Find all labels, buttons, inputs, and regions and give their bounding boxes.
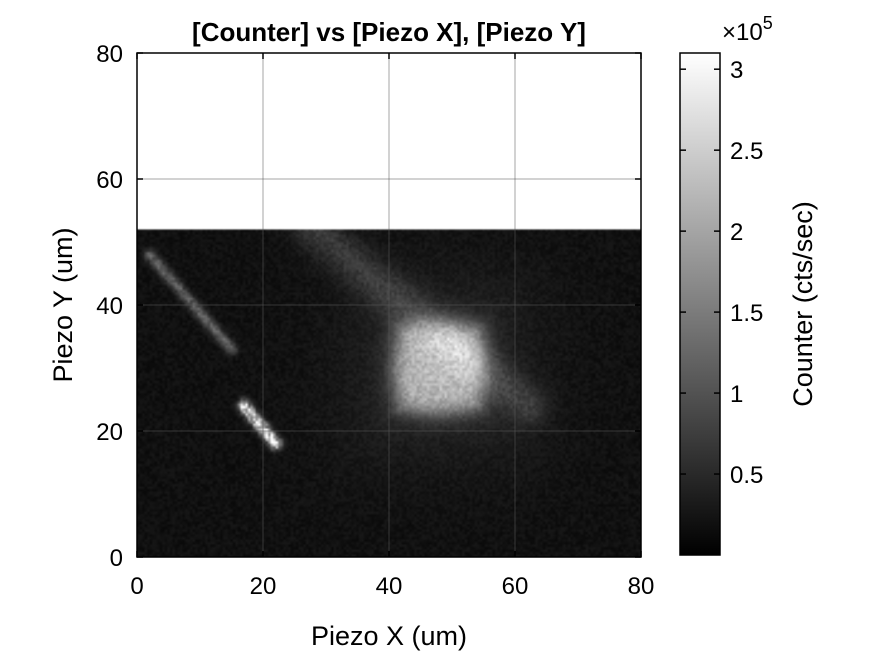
- y-tick-label: 20: [96, 419, 123, 446]
- colorbar-multiplier-base: ×10: [722, 19, 763, 46]
- colorbar-multiplier-exponent: 5: [763, 13, 773, 33]
- colorbar-label: Counter (cts/sec): [788, 201, 818, 407]
- x-axis-label: Piezo X (um): [311, 621, 467, 651]
- y-tick-label: 80: [96, 41, 123, 68]
- colorbar-tick-label: 2.5: [730, 138, 763, 165]
- plot-area: 0 20 40 60 80 0 20 40 60 80: [96, 41, 654, 600]
- colorbar-tick-label: 0.5: [730, 462, 763, 489]
- colorbar-tick-label: 3: [730, 57, 743, 84]
- colorbar: 0.5 1 1.5 2 2.5 3 ×105 Counter (cts/sec): [679, 13, 818, 556]
- colorbar-frame: [679, 52, 721, 556]
- chart-title: [Counter] vs [Piezo X], [Piezo Y]: [192, 17, 586, 47]
- colorbar-tick-label: 2: [730, 219, 743, 246]
- colorbar-tick-label: 1: [730, 381, 743, 408]
- colorbar-tick-label: 1.5: [730, 300, 763, 327]
- y-tick-label: 40: [96, 293, 123, 320]
- y-axis-label: Piezo Y (um): [48, 227, 78, 382]
- y-tick-label: 60: [96, 167, 123, 194]
- x-tick-label: 0: [130, 573, 143, 600]
- colorbar-multiplier: ×105: [722, 13, 773, 46]
- y-axis-ticks: 0 20 40 60 80: [96, 41, 641, 572]
- x-tick-label: 60: [502, 573, 529, 600]
- colorbar-gradient: [680, 53, 720, 555]
- y-tick-label: 0: [110, 545, 123, 572]
- x-axis-ticks: 0 20 40 60 80: [130, 53, 654, 600]
- x-tick-label: 40: [376, 573, 403, 600]
- x-tick-label: 20: [250, 573, 277, 600]
- grid-lines: [137, 53, 641, 557]
- colorbar-ticks: 0.5 1 1.5 2 2.5 3: [680, 57, 763, 489]
- x-tick-label: 80: [628, 573, 655, 600]
